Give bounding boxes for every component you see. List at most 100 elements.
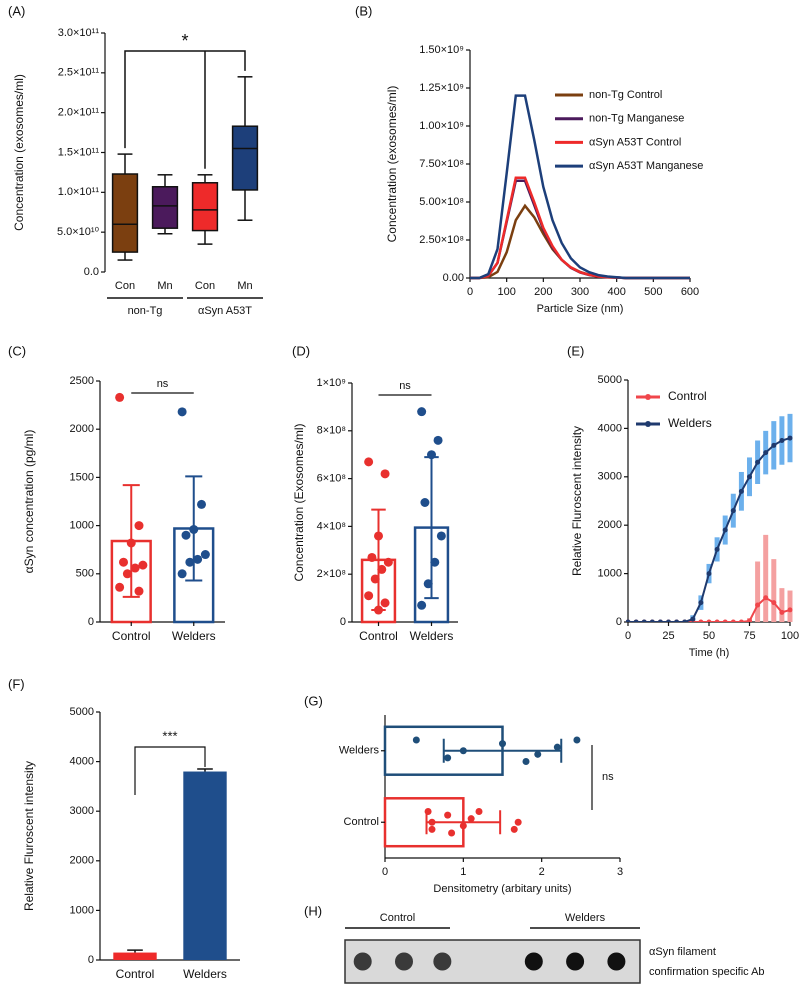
y-tick-label: 1000 bbox=[598, 568, 622, 580]
data-point bbox=[514, 818, 522, 826]
data-point bbox=[380, 469, 390, 479]
group-label: non-Tg bbox=[128, 305, 163, 317]
y-tick-label: 1.00×10⁹ bbox=[419, 120, 464, 132]
y-tick-label: 2×10⁸ bbox=[317, 568, 346, 580]
y-axis-label: Concentration (exosomes/ml) bbox=[385, 86, 399, 243]
panel-label: (E) bbox=[567, 343, 584, 358]
y-tick-label: 6×10⁸ bbox=[317, 473, 346, 485]
data-point bbox=[200, 550, 210, 560]
data-point bbox=[714, 619, 720, 622]
data-point bbox=[444, 811, 452, 819]
y-axis-label: Concentration (Exosomes/ml) bbox=[292, 423, 306, 581]
legend-label: Control bbox=[668, 389, 707, 403]
data-point bbox=[763, 450, 769, 456]
y-tick-label: 0 bbox=[88, 954, 94, 966]
y-tick-label: 0 bbox=[340, 616, 346, 628]
y-tick-label: 1000 bbox=[70, 904, 94, 916]
data-point bbox=[698, 619, 704, 622]
x-axis-label: Particle Size (nm) bbox=[537, 303, 624, 315]
data-point bbox=[657, 619, 663, 622]
y-tick-label: 1.25×10⁹ bbox=[419, 82, 464, 94]
legend-label: αSyn A53T Control bbox=[589, 136, 681, 148]
line bbox=[628, 596, 791, 622]
plot-area bbox=[626, 413, 793, 622]
box bbox=[231, 125, 259, 191]
y-tick-label: 0.0 bbox=[84, 266, 99, 278]
y-tick-label: 1500 bbox=[70, 471, 94, 483]
x-tick-label: 300 bbox=[571, 286, 589, 298]
data-point bbox=[430, 557, 440, 567]
significance: ns bbox=[157, 378, 169, 390]
caption: αSyn filament bbox=[649, 946, 716, 958]
data-point bbox=[115, 582, 125, 592]
data-point bbox=[412, 736, 420, 744]
x-tick-label: 2 bbox=[539, 866, 545, 878]
data-point bbox=[633, 619, 639, 622]
data-point bbox=[177, 407, 187, 417]
y-tick-label: 3000 bbox=[598, 471, 622, 483]
significance-bracket bbox=[134, 746, 206, 795]
y-tick-label: 3.0×10¹¹ bbox=[58, 27, 100, 39]
x-tick-label: 0 bbox=[467, 286, 473, 298]
data-point bbox=[553, 743, 561, 751]
data-point bbox=[510, 825, 518, 833]
data-point bbox=[706, 571, 712, 577]
data-point bbox=[730, 508, 736, 514]
y-tick-label: Welders bbox=[339, 745, 380, 757]
legend-label: αSyn A53T Manganese bbox=[589, 160, 703, 172]
significance: ns bbox=[399, 380, 411, 392]
data-point bbox=[420, 498, 430, 507]
data-point bbox=[448, 829, 456, 837]
x-tick-label: 1 bbox=[460, 866, 466, 878]
y-tick-label: 2500 bbox=[70, 375, 94, 387]
panel-label: (D) bbox=[292, 343, 310, 358]
panel-label: (H) bbox=[304, 903, 322, 918]
data-point bbox=[763, 595, 769, 601]
y-tick-label: 2000 bbox=[70, 423, 94, 435]
data-point bbox=[666, 619, 671, 622]
data-point bbox=[459, 822, 467, 830]
y-tick-label: 5.0×10¹⁰ bbox=[57, 226, 100, 238]
blot-dot bbox=[607, 952, 626, 971]
data-point bbox=[115, 392, 125, 402]
significance: ns bbox=[602, 771, 614, 783]
data-point bbox=[185, 557, 195, 567]
y-tick-label: 1000 bbox=[70, 520, 94, 532]
data-point bbox=[138, 560, 148, 570]
data-point bbox=[428, 825, 436, 833]
y-tick-label: 0 bbox=[616, 616, 622, 628]
bar bbox=[113, 952, 157, 960]
x-tick-label: Mn bbox=[157, 280, 172, 292]
data-point bbox=[722, 527, 728, 533]
x-tick-label: Welders bbox=[172, 629, 216, 643]
data-point bbox=[690, 616, 696, 622]
x-tick-label: Control bbox=[359, 629, 398, 643]
x-tick-label: 200 bbox=[534, 286, 552, 298]
y-tick-label: 5000 bbox=[598, 374, 622, 386]
data-point bbox=[130, 563, 140, 573]
data-point bbox=[436, 531, 446, 541]
data-point bbox=[370, 574, 380, 584]
data-point bbox=[641, 619, 647, 622]
data-point bbox=[674, 619, 680, 622]
y-axis-label: αSyn concentration (pg/ml) bbox=[22, 430, 36, 574]
data-point bbox=[423, 579, 433, 589]
legend-marker bbox=[645, 421, 651, 427]
x-tick-label: 75 bbox=[743, 630, 755, 642]
data-point bbox=[747, 618, 752, 622]
data-point bbox=[755, 459, 761, 465]
data-point bbox=[738, 619, 744, 622]
data-point bbox=[738, 488, 744, 494]
caption: confirmation specific Ab bbox=[649, 966, 765, 978]
x-tick-label: 0 bbox=[382, 866, 388, 878]
y-axis-label: Relative Fluroscent intensity bbox=[570, 426, 584, 576]
x-tick-label: Con bbox=[115, 280, 135, 292]
box bbox=[191, 182, 219, 232]
x-tick-label: 600 bbox=[681, 286, 699, 298]
panel-label: (A) bbox=[8, 3, 25, 18]
data-point bbox=[534, 750, 542, 758]
x-tick-label: Control bbox=[116, 967, 155, 981]
legend-label: Welders bbox=[668, 416, 712, 430]
